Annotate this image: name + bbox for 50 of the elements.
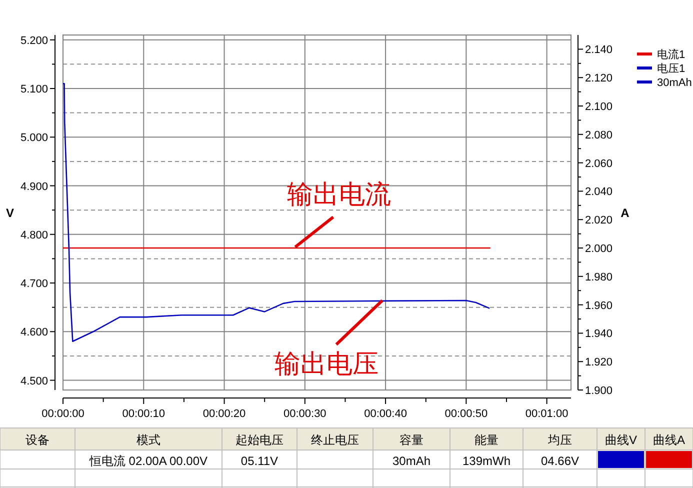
legend-label: 电流1 <box>657 48 686 61</box>
text: 终止电压 <box>311 433 359 447</box>
text: 139mWh <box>462 454 511 468</box>
y2-tick-label: 1.960 <box>585 300 613 312</box>
annotation: 输出电压 <box>274 350 378 380</box>
text: 04.66V <box>540 454 580 468</box>
y2-tick-label: 2.060 <box>585 158 613 170</box>
text: 容量 <box>400 433 424 447</box>
y-tick-label: 4.900 <box>20 180 48 193</box>
x-tick-label: 00:00:40 <box>364 408 407 420</box>
y2-tick-label: 2.120 <box>585 72 613 85</box>
x-tick-label: 00:00:10 <box>122 408 166 420</box>
text: 起始电压 <box>236 433 284 447</box>
y2-tick-label: 2.100 <box>585 101 613 113</box>
y2-tick-label: 1.920 <box>585 356 613 369</box>
text: 均压 <box>547 433 572 447</box>
y-tick-label: 4.700 <box>20 278 48 290</box>
y2-tick-label: 2.080 <box>585 129 613 142</box>
x-tick-label: 00:00:30 <box>283 408 326 420</box>
y2-axis-title: A <box>620 206 630 220</box>
y-tick-label: 4.600 <box>20 326 48 339</box>
legend-label: 30mAh <box>657 77 692 89</box>
text: 恒电流 02.00A 00.00V <box>88 454 208 468</box>
y-tick-label: 5.100 <box>20 83 48 96</box>
legend-label: 电压1 <box>657 62 686 75</box>
text: 30mAh <box>392 454 431 468</box>
text: 曲线V <box>604 433 638 447</box>
y-tick-label: 4.800 <box>20 229 48 242</box>
y-axis-title: V <box>6 206 14 220</box>
x-tick-label: 00:00:20 <box>202 408 246 420</box>
y-tick-label: 4.500 <box>20 375 48 388</box>
y2-tick-label: 1.900 <box>585 385 613 397</box>
text: 设备 <box>26 433 50 447</box>
text: 能量 <box>474 433 498 447</box>
x-tick-label: 00:01:00 <box>525 408 568 420</box>
annotation: 输出电流 <box>287 180 392 210</box>
y2-tick-label: 1.980 <box>585 271 613 284</box>
y2-tick-label: 2.000 <box>585 243 613 255</box>
y2-tick-label: 2.020 <box>585 214 613 227</box>
y2-tick-label: 2.140 <box>585 44 613 56</box>
text: 模式 <box>136 433 160 447</box>
x-tick-label: 00:00:50 <box>444 408 488 420</box>
y2-tick-label: 2.040 <box>585 186 613 198</box>
y-tick-label: 5.200 <box>20 34 48 47</box>
line-series <box>62 82 490 342</box>
y-tick-label: 5.000 <box>20 132 48 144</box>
text: 05.11V <box>240 454 278 468</box>
x-tick-label: 00:00:00 <box>42 408 84 420</box>
y2-tick-label: 1.940 <box>585 328 613 340</box>
text: 曲线A <box>652 433 686 447</box>
